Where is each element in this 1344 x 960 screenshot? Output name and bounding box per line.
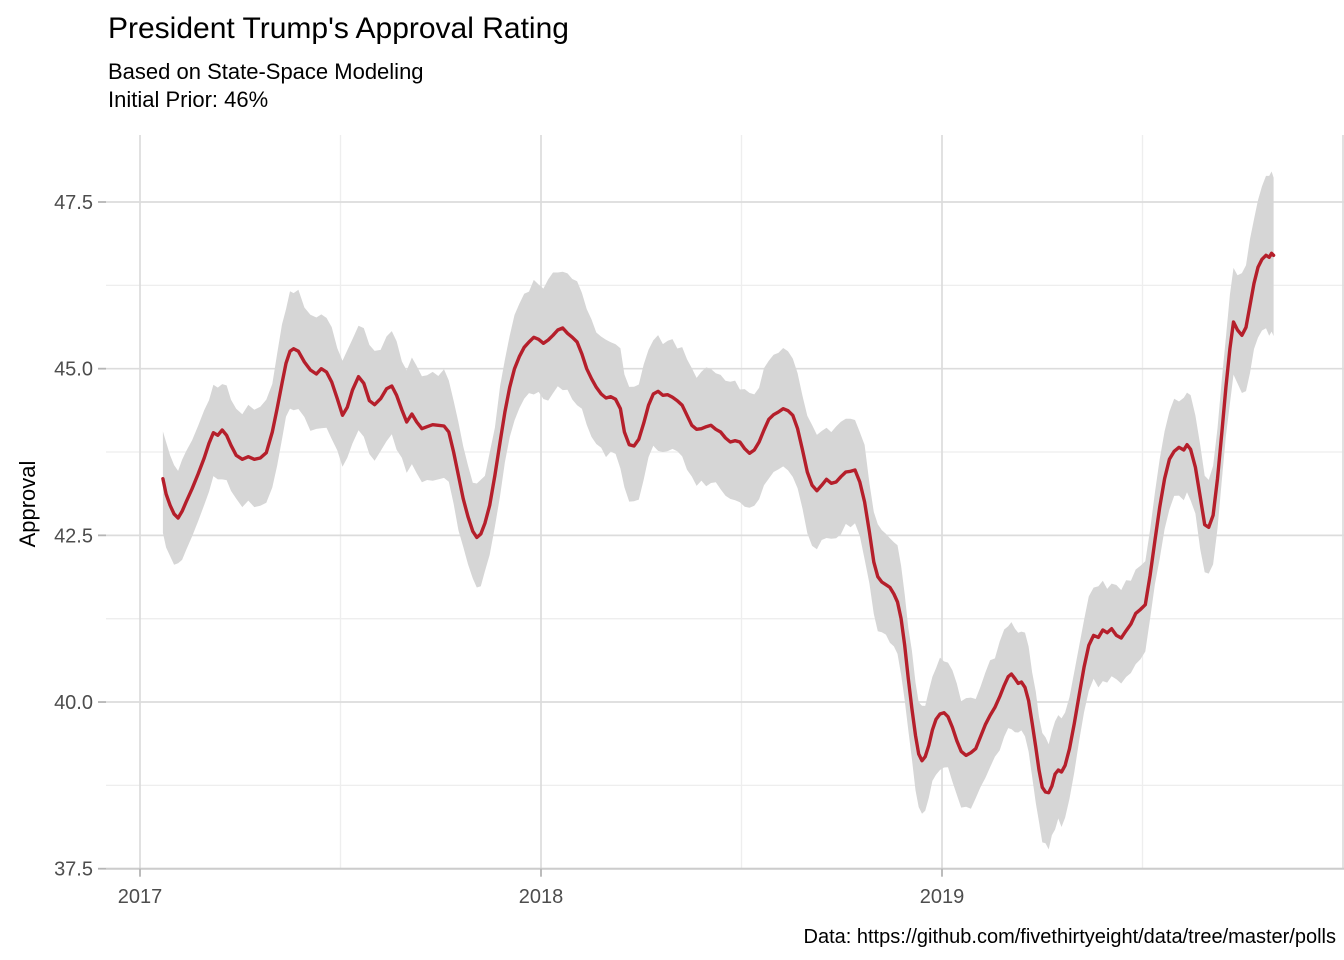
- credible-interval-ribbon: [162, 171, 1274, 850]
- x-tick-labels: 2017 2018 2019: [118, 886, 965, 908]
- chart-title: President Trump's Approval Rating: [108, 12, 569, 45]
- y-tick-label: 45.0: [54, 359, 93, 381]
- y-tick-label: 40.0: [54, 692, 93, 714]
- x-tick-label: 2019: [920, 886, 965, 908]
- y-tick-label: 37.5: [54, 859, 93, 881]
- y-tick-label: 47.5: [54, 192, 93, 214]
- y-tick-label: 42.5: [54, 525, 93, 547]
- data-source-caption: Data: https://github.com/fivethirtyeight…: [803, 926, 1336, 948]
- x-tick-label: 2017: [118, 886, 163, 908]
- approval-mean-line: [161, 251, 1276, 795]
- chart-subtitle-line2: Initial Prior: 46%: [108, 87, 269, 112]
- axis-ticks: [98, 201, 943, 877]
- chart-subtitle-line1: Based on State-Space Modeling: [108, 59, 424, 84]
- y-tick-labels: 37.5 40.0 42.5 45.0 47.5: [54, 192, 93, 881]
- x-tick-label: 2018: [519, 886, 564, 908]
- grid-minor: [106, 135, 1344, 869]
